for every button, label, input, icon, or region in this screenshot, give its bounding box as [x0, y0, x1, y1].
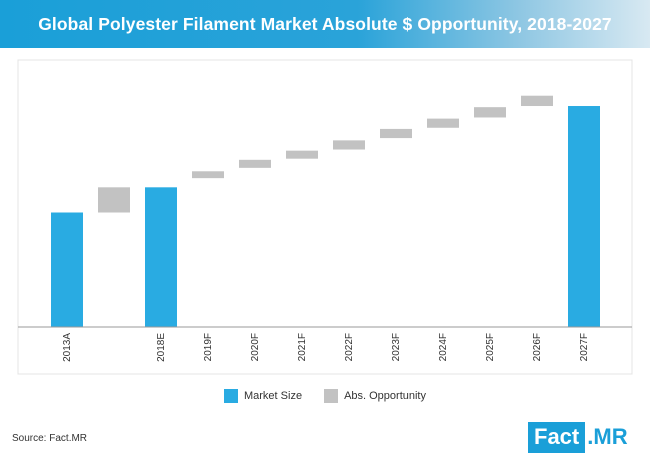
bar-2026F	[521, 95, 553, 107]
bar-2020F	[239, 159, 271, 168]
x-tick-label: 2025F	[485, 333, 496, 361]
x-tick-label: 2026F	[532, 333, 543, 361]
plot-frame	[17, 59, 633, 375]
bar-2023F	[380, 128, 412, 139]
legend-item-opportunity: Abs. Opportunity	[324, 389, 426, 403]
bar-2021F	[286, 150, 318, 159]
logo-mr-text: .MR	[587, 424, 628, 449]
bar-2013A	[51, 212, 83, 327]
bar-2022F	[333, 140, 365, 150]
x-tick-label: 2024F	[438, 333, 449, 361]
legend-swatch-opportunity	[324, 389, 339, 403]
factmr-logo: Fact .MR	[528, 420, 648, 454]
source-note: Source: Fact.MR	[12, 433, 88, 444]
chart-header: Global Polyester Filament Market Absolut…	[0, 0, 650, 48]
x-tick-labels: 2013A 2018E 2019F 2020F 2021F 2022F 2023F 2024F…	[62, 333, 590, 362]
legend-label-market-size: Market Size	[243, 390, 303, 402]
x-tick-label: 2018E	[156, 333, 167, 362]
x-tick-label: 2020F	[250, 333, 261, 361]
legend-swatch-market-size	[223, 389, 238, 403]
bar-opportunity-2013-2018	[98, 187, 130, 213]
legend-label-opportunity: Abs. Opportunity	[344, 390, 426, 402]
bar-2024F	[427, 118, 459, 128]
x-tick-label: 2023F	[391, 333, 402, 361]
bar-2027F	[568, 106, 600, 327]
waterfall-chart: 2013A 2018E 2019F 2020F 2021F 2022F 2023F 2024F…	[17, 59, 633, 375]
x-tick-label: 2027F	[579, 333, 590, 361]
legend: Market Size Abs. Opportunity	[0, 386, 650, 406]
x-tick-label: 2013A	[62, 333, 73, 362]
bar-2018E	[145, 187, 177, 327]
bar-2019F	[192, 171, 224, 179]
x-tick-label: 2019F	[203, 333, 214, 361]
chart-title: Global Polyester Filament Market Absolut…	[38, 13, 612, 34]
legend-item-market-size: Market Size	[223, 389, 303, 403]
bar-2025F	[474, 107, 506, 118]
x-tick-label: 2021F	[297, 333, 308, 361]
logo-fact-text: Fact	[528, 421, 586, 453]
x-tick-label: 2022F	[344, 333, 355, 361]
bars-group	[51, 95, 600, 327]
